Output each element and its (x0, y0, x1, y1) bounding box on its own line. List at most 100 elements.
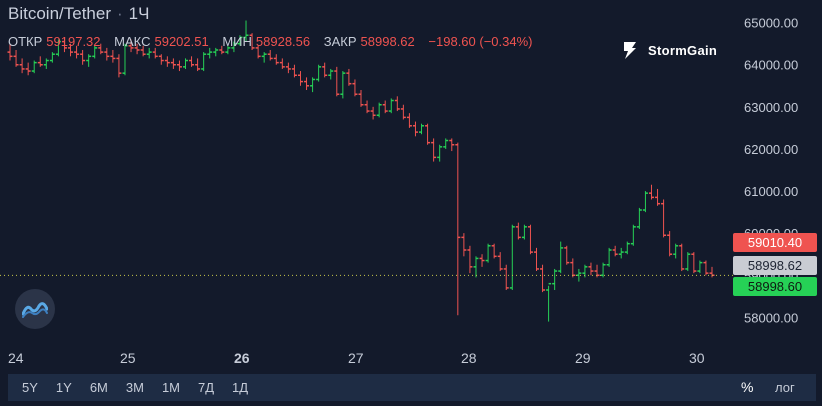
candle (419, 123, 425, 135)
open-value: 59197.32 (46, 34, 101, 49)
candle (673, 243, 679, 259)
candle (564, 245, 570, 265)
candle (449, 138, 455, 152)
candle (425, 123, 431, 145)
interval-label[interactable]: 1Ч (128, 4, 150, 23)
candle (479, 254, 485, 267)
candle (170, 58, 176, 69)
chart-title: Bitcoin/Tether · 1Ч (8, 4, 149, 24)
y-tick-label: 63000.00 (744, 100, 798, 115)
x-tick-label: 26 (234, 350, 250, 366)
candle (376, 102, 382, 118)
candle (642, 191, 648, 213)
candle (509, 224, 515, 290)
range-button-6m[interactable]: 6M (89, 380, 108, 395)
x-tick-label: 25 (120, 350, 136, 366)
candle (237, 35, 243, 46)
candle (243, 20, 249, 42)
candle (406, 113, 412, 128)
candle (503, 264, 509, 290)
candle (431, 138, 437, 162)
candle (164, 56, 170, 67)
y-tick-label: 65000.00 (744, 16, 798, 31)
candle (606, 247, 612, 267)
range-button-7d[interactable]: 7Д (198, 380, 215, 395)
candle (661, 199, 667, 238)
candle (437, 144, 443, 162)
candlestick-chart[interactable]: 58000.0059000.0060000.0061000.0062000.00… (0, 0, 822, 374)
last-price-tag: 58998.62 (733, 256, 817, 275)
candle (667, 231, 673, 257)
candle (630, 224, 636, 246)
range-button-1m[interactable]: 1M (161, 380, 180, 395)
percent-scale-button[interactable]: % (741, 379, 754, 395)
candle (685, 252, 691, 272)
x-tick-label: 30 (689, 350, 705, 366)
candle (134, 43, 140, 55)
candle (412, 121, 418, 137)
open-label: ОТКР (8, 34, 43, 49)
candle (213, 47, 219, 57)
x-tick-label: 27 (348, 350, 364, 366)
candle (461, 233, 467, 257)
candle (92, 45, 98, 59)
candle (497, 252, 503, 272)
candle (655, 188, 661, 206)
low-value: 58928.56 (255, 34, 311, 49)
candle (116, 54, 122, 78)
candle (515, 222, 521, 240)
candle (279, 58, 285, 69)
candle (328, 68, 334, 80)
wave-logo-button[interactable] (15, 289, 55, 329)
brand-name: StormGain (648, 42, 718, 58)
candle (225, 45, 231, 55)
candle (558, 241, 564, 274)
candles-layer (7, 20, 715, 322)
candle (152, 47, 158, 59)
candle (316, 64, 322, 82)
candle (334, 66, 340, 97)
candle (697, 260, 703, 274)
candle (219, 45, 225, 55)
candle (400, 104, 406, 120)
candle (467, 245, 473, 274)
candle (201, 52, 207, 72)
range-button-3m[interactable]: 3M (125, 380, 144, 395)
candle (618, 247, 624, 259)
candle (285, 62, 291, 74)
candle (624, 241, 630, 255)
range-buttons: 5Y 1Y 6M 3M 1M 7Д 1Д (22, 374, 266, 401)
range-button-1d[interactable]: 1Д (232, 380, 249, 395)
range-button-1y[interactable]: 1Y (55, 380, 72, 395)
candle (473, 256, 479, 278)
x-axis[interactable]: 24 25 26 27 28 29 30 (8, 350, 705, 366)
candle (364, 100, 370, 114)
high-label: МАКС (114, 34, 151, 49)
candle (255, 45, 261, 59)
y-tick-label: 62000.00 (744, 142, 798, 157)
candle (358, 90, 364, 107)
candle (7, 43, 13, 61)
x-tick-label: 29 (575, 350, 591, 366)
candle (552, 268, 558, 290)
candle (679, 243, 685, 272)
candle (128, 39, 134, 53)
candle (370, 106, 376, 120)
candle (382, 100, 388, 114)
candle (13, 50, 19, 67)
range-button-5y[interactable]: 5Y (22, 380, 38, 395)
candle (388, 98, 394, 114)
candle (527, 224, 533, 255)
candle (273, 54, 279, 65)
close-label: ЗАКР (323, 34, 357, 49)
candle (231, 41, 237, 53)
candle (485, 243, 491, 263)
candle (346, 68, 352, 86)
candle (86, 54, 92, 67)
log-scale-button[interactable]: лог (775, 380, 795, 395)
high-value: 59202.51 (154, 34, 209, 49)
y-tick-label: 64000.00 (744, 58, 798, 73)
candle (110, 50, 116, 63)
candle (636, 207, 642, 229)
candle (49, 52, 55, 63)
